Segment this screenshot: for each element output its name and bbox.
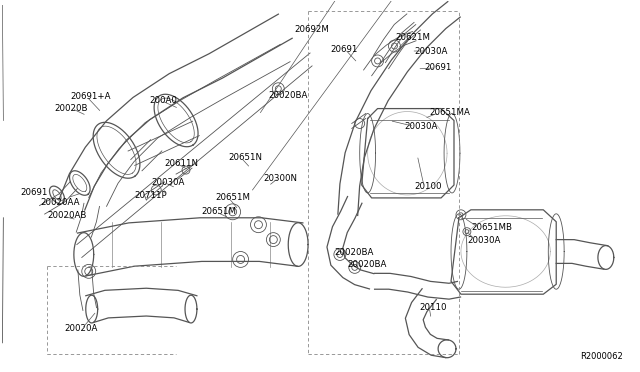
Text: 20651MA: 20651MA xyxy=(429,108,470,117)
Text: 20030A: 20030A xyxy=(404,122,438,131)
Text: 20300N: 20300N xyxy=(264,174,298,183)
Text: 20691: 20691 xyxy=(330,45,357,54)
Text: 200A0: 200A0 xyxy=(149,96,177,105)
Text: 20030A: 20030A xyxy=(151,177,185,186)
Text: 20020BA: 20020BA xyxy=(268,91,308,100)
Text: 20651MB: 20651MB xyxy=(471,223,512,232)
Text: 20030A: 20030A xyxy=(414,46,447,55)
Text: R2000062: R2000062 xyxy=(580,352,623,361)
Text: 20020B: 20020B xyxy=(54,104,88,113)
Text: 20020BA: 20020BA xyxy=(348,260,387,269)
Text: 20691: 20691 xyxy=(424,63,452,73)
Text: 20711P: 20711P xyxy=(134,192,167,201)
Text: 20020AA: 20020AA xyxy=(40,198,79,207)
Text: 20691+A: 20691+A xyxy=(70,92,110,101)
Text: 20100: 20100 xyxy=(414,183,442,192)
Text: 20020A: 20020A xyxy=(64,324,97,333)
Text: 20692M: 20692M xyxy=(294,25,329,34)
Text: 20691: 20691 xyxy=(20,189,47,198)
Text: 20651N: 20651N xyxy=(228,153,262,162)
Text: 20030A: 20030A xyxy=(467,236,500,245)
Text: 20651M: 20651M xyxy=(201,207,236,216)
Text: 20020AB: 20020AB xyxy=(47,211,86,220)
Text: 20020BA: 20020BA xyxy=(334,248,373,257)
Text: 20611N: 20611N xyxy=(164,159,198,168)
Text: 20621M: 20621M xyxy=(396,33,431,42)
Text: 20110: 20110 xyxy=(419,302,447,312)
Text: 20651M: 20651M xyxy=(216,193,251,202)
